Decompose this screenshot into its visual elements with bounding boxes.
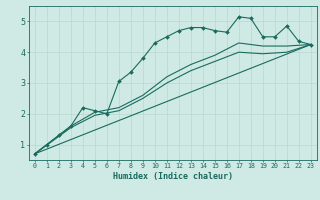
X-axis label: Humidex (Indice chaleur): Humidex (Indice chaleur) bbox=[113, 172, 233, 181]
